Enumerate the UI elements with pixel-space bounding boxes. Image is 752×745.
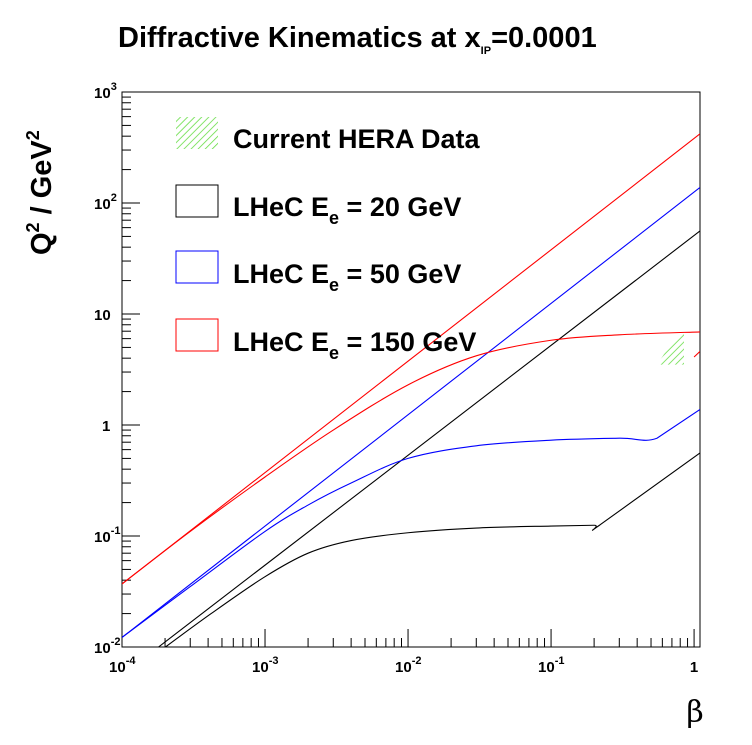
legend-entry-20gev: LHeC Ee = 20 GeV	[175, 184, 461, 228]
legend-swatch-150gev	[175, 318, 219, 352]
y-tick-label: 10-2	[94, 636, 120, 657]
line-upper-150gev	[122, 133, 700, 585]
axis-tick-labels: 10-4 10-3 10-2 10-1 1 10-2 10-1 1 10 102 103	[94, 81, 698, 676]
axis-ticks	[121, 91, 695, 648]
legend: Current HERA Data LHeC Ee = 20 GeV LHeC …	[175, 117, 481, 363]
x-tick-label: 10-4	[109, 655, 136, 676]
x-tick-label: 10-3	[252, 655, 278, 676]
y-tick-label: 10-1	[94, 525, 120, 546]
y-tick-label: 103	[94, 81, 117, 102]
x-tick-label: 10-2	[395, 655, 421, 676]
line-upper-50gev	[122, 187, 700, 638]
y-axis-label: Q2 / GeV2	[23, 130, 58, 255]
chart-title: Diffractive Kinematics at xIP=0.0001	[118, 22, 597, 57]
legend-label-50gev: LHeC Ee = 50 GeV	[233, 259, 461, 295]
x-tick-label: 1	[690, 659, 698, 676]
y-tick-label: 102	[94, 192, 117, 213]
line-extra-150gev	[693, 351, 700, 358]
legend-swatch-hera	[176, 117, 218, 149]
legend-label-20gev: LHeC Ee = 20 GeV	[233, 192, 461, 228]
legend-label-hera: Current HERA Data	[233, 124, 481, 154]
line-lower-150gev	[122, 331, 700, 585]
legend-swatch-20gev	[175, 184, 219, 218]
plot-frame	[121, 91, 701, 648]
legend-label-150gev: LHeC Ee = 150 GeV	[233, 327, 476, 363]
legend-entry-50gev: LHeC Ee = 50 GeV	[175, 250, 461, 295]
y-tick-label: 1	[102, 418, 110, 435]
line-lower-20gev	[164, 452, 700, 647]
legend-swatch-50gev	[175, 250, 219, 284]
x-tick-label: 10-1	[538, 655, 564, 676]
legend-entry-150gev: LHeC Ee = 150 GeV	[175, 318, 476, 363]
x-axis-label: β	[686, 695, 703, 730]
y-tick-label: 10	[94, 307, 111, 324]
legend-entry-hera: Current HERA Data	[176, 117, 481, 154]
hera-data-region	[656, 331, 684, 365]
plot-area	[122, 133, 700, 647]
line-upper-20gev	[158, 230, 700, 647]
line-lower-50gev	[122, 409, 700, 638]
